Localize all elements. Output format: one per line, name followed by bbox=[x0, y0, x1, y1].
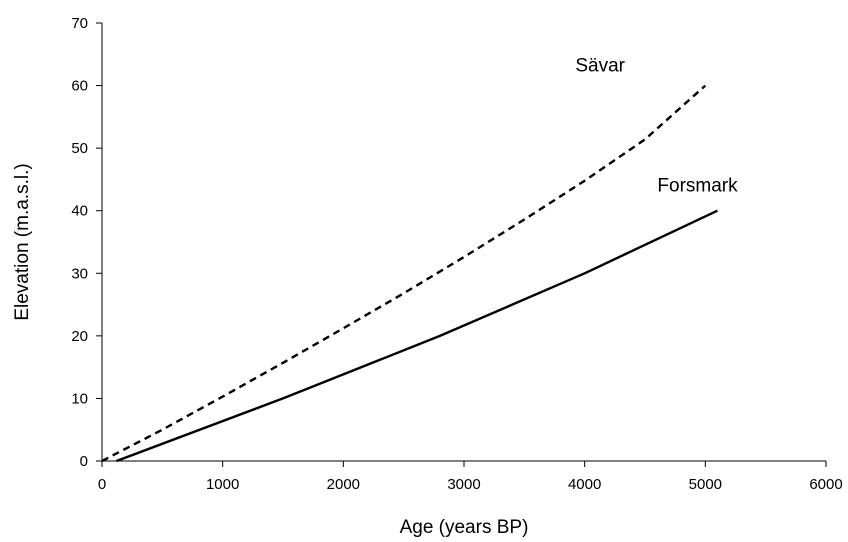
y-ticks-group: 0 10 20 30 40 50 60 70 bbox=[71, 15, 102, 470]
x-tick-label: 4000 bbox=[568, 476, 601, 493]
x-tick-label: 2000 bbox=[327, 476, 360, 493]
y-tick-label: 0 bbox=[80, 453, 88, 470]
x-tick-label: 0 bbox=[98, 476, 106, 493]
y-tick-label: 40 bbox=[71, 203, 88, 220]
series-line-forsmark bbox=[116, 209, 718, 463]
x-tick-label: 1000 bbox=[206, 476, 239, 493]
x-tick-label: 5000 bbox=[689, 476, 722, 493]
y-tick-label: 60 bbox=[71, 78, 88, 95]
y-axis-title: Elevation (m.a.s.l.) bbox=[12, 163, 33, 320]
x-axis-title: Age (years BP) bbox=[400, 517, 529, 538]
series-line-savar bbox=[101, 84, 707, 463]
y-tick-label: 10 bbox=[71, 390, 88, 407]
y-tick-label: 70 bbox=[71, 15, 88, 32]
x-tick-label: 3000 bbox=[447, 476, 480, 493]
y-tick-label: 30 bbox=[71, 265, 88, 282]
y-tick-label: 50 bbox=[71, 140, 88, 157]
axes-group bbox=[101, 23, 826, 462]
series-label: Forsmark bbox=[657, 176, 738, 197]
series-group bbox=[101, 84, 718, 463]
series-label: Sävar bbox=[575, 56, 625, 77]
y-tick-label: 20 bbox=[71, 328, 88, 345]
x-ticks-group: 0 1000 2000 3000 4000 5000 6000 bbox=[98, 461, 843, 493]
series-labels-group: Sävar Forsmark bbox=[575, 56, 738, 197]
x-tick-label: 6000 bbox=[809, 476, 842, 493]
